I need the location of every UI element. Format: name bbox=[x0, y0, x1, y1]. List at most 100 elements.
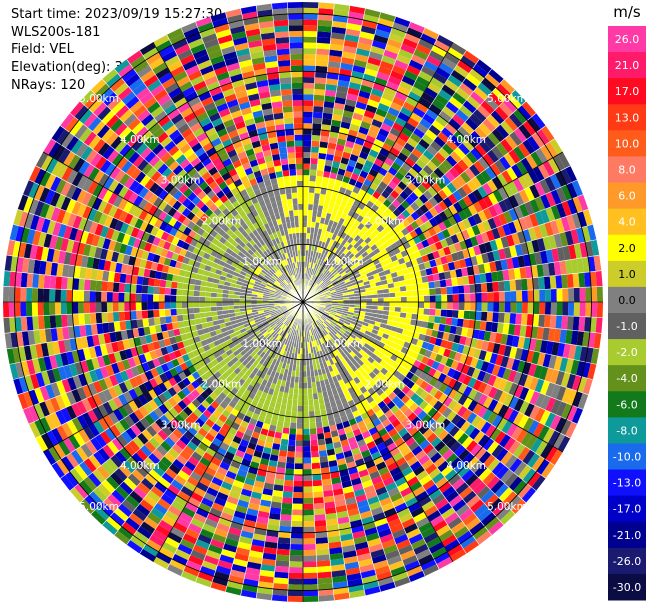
range-gate bbox=[466, 226, 476, 238]
range-gate bbox=[111, 489, 126, 504]
range-gate bbox=[447, 377, 458, 389]
range-gate bbox=[268, 350, 275, 357]
range-gate bbox=[230, 485, 243, 495]
range-gate bbox=[472, 63, 489, 78]
range-gate bbox=[469, 283, 476, 294]
range-gate bbox=[335, 398, 343, 407]
range-gate bbox=[596, 286, 603, 302]
range-gate bbox=[355, 101, 368, 110]
range-gate bbox=[533, 364, 543, 379]
range-gate bbox=[466, 328, 474, 338]
range-gate bbox=[276, 420, 285, 428]
range-gate bbox=[431, 44, 448, 58]
range-gate bbox=[313, 100, 325, 107]
range-gate bbox=[445, 155, 458, 167]
range-gate bbox=[381, 318, 388, 325]
range-gate bbox=[452, 302, 459, 311]
range-gate bbox=[315, 320, 320, 327]
range-gate bbox=[176, 314, 184, 322]
range-gate bbox=[247, 555, 263, 565]
range-gate bbox=[172, 458, 185, 471]
range-gate bbox=[56, 459, 70, 475]
range-gate bbox=[494, 483, 509, 498]
range-gate bbox=[525, 325, 533, 339]
range-gate bbox=[482, 118, 496, 133]
range-gate bbox=[171, 358, 180, 368]
range-gate bbox=[274, 359, 281, 367]
range-gate bbox=[110, 454, 123, 468]
range-gate bbox=[381, 451, 393, 462]
range-gate bbox=[300, 342, 303, 349]
range-gate bbox=[158, 302, 165, 310]
range-gate bbox=[244, 369, 253, 377]
range-gate bbox=[529, 376, 539, 391]
range-gate bbox=[359, 270, 367, 277]
range-gate bbox=[340, 474, 351, 483]
range-gate bbox=[590, 239, 600, 256]
range-gate bbox=[342, 45, 357, 54]
range-gate bbox=[281, 502, 293, 510]
range-gate bbox=[155, 418, 166, 430]
range-gate bbox=[86, 395, 98, 410]
range-gate bbox=[187, 289, 194, 297]
range-gate bbox=[459, 239, 468, 251]
range-gate bbox=[50, 382, 61, 398]
range-gate bbox=[396, 85, 411, 97]
range-gate bbox=[303, 365, 307, 372]
range-gate bbox=[49, 288, 56, 302]
range-gate bbox=[336, 322, 343, 328]
range-gate bbox=[401, 432, 412, 443]
range-gate bbox=[437, 221, 447, 232]
range-gate bbox=[147, 309, 154, 319]
range-gate bbox=[424, 349, 433, 359]
range-gate bbox=[306, 238, 310, 245]
range-gate bbox=[248, 318, 255, 323]
range-gate bbox=[431, 360, 441, 371]
range-gate bbox=[333, 334, 340, 341]
range-gate bbox=[336, 309, 343, 313]
range-gate bbox=[518, 464, 532, 480]
range-gate bbox=[280, 438, 289, 446]
range-gate bbox=[221, 456, 233, 466]
range-gate bbox=[184, 359, 194, 369]
range-gate bbox=[334, 242, 341, 249]
range-gate bbox=[465, 73, 481, 87]
range-gate bbox=[526, 313, 534, 327]
range-gate bbox=[384, 423, 395, 433]
range-gate bbox=[595, 317, 603, 334]
range-gate bbox=[309, 433, 318, 441]
range-gate bbox=[518, 189, 530, 204]
range-gate bbox=[460, 535, 476, 549]
range-gate bbox=[288, 567, 303, 574]
range-gate bbox=[97, 447, 111, 462]
range-gate bbox=[123, 391, 134, 403]
range-gate bbox=[109, 424, 121, 438]
range-gate bbox=[347, 87, 360, 96]
range-gate bbox=[486, 251, 495, 263]
range-gate bbox=[480, 311, 488, 322]
range-gate bbox=[522, 449, 536, 465]
range-gate bbox=[229, 569, 246, 579]
range-gate bbox=[284, 319, 290, 326]
range-gate bbox=[418, 70, 433, 83]
range-gate bbox=[345, 346, 352, 354]
range-gate bbox=[286, 314, 292, 320]
range-gate bbox=[144, 473, 158, 486]
range-gate bbox=[303, 440, 311, 447]
range-gate bbox=[190, 389, 201, 399]
range-gate bbox=[290, 310, 296, 315]
range-gate bbox=[462, 195, 473, 207]
range-gate bbox=[382, 310, 390, 316]
range-gate bbox=[518, 217, 528, 231]
range-gate bbox=[519, 386, 530, 401]
range-gate bbox=[215, 565, 232, 576]
range-gate bbox=[384, 409, 394, 419]
range-gate bbox=[486, 411, 498, 425]
range-gate bbox=[367, 240, 375, 248]
range-gate bbox=[333, 327, 339, 333]
range-gate bbox=[157, 355, 166, 366]
ray-separator bbox=[302, 301, 335, 601]
range-gate bbox=[157, 498, 172, 511]
range-gate bbox=[271, 345, 278, 352]
range-gate bbox=[259, 499, 272, 508]
